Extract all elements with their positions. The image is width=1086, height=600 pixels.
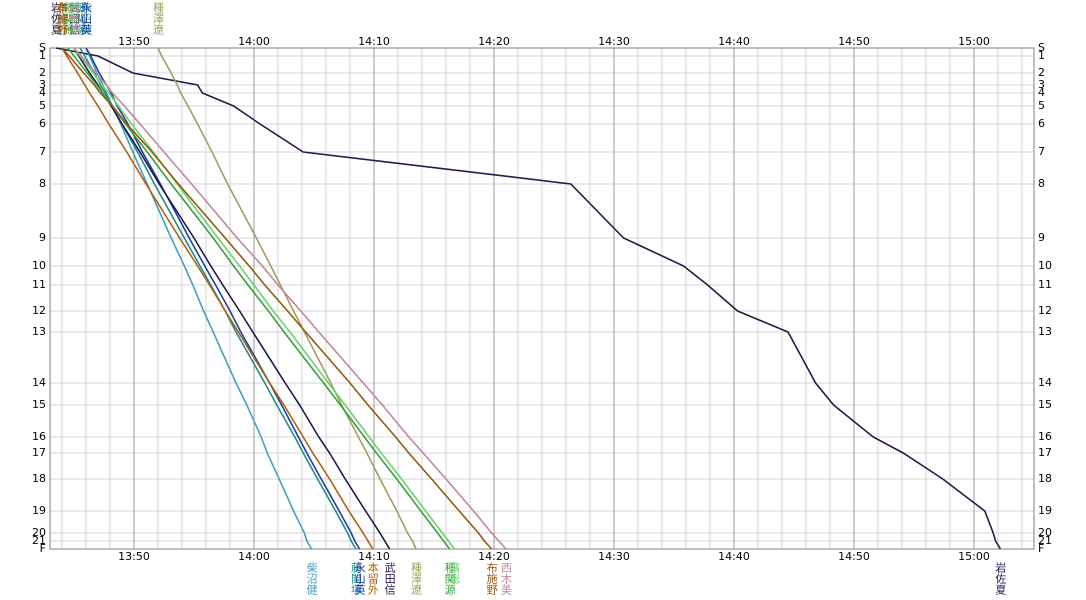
y-tick-label: 6 bbox=[39, 117, 46, 130]
start-name: 種関源 bbox=[62, 1, 75, 36]
x-tick-label-top: 14:40 bbox=[718, 35, 750, 48]
y-tick-label-right: 10 bbox=[1038, 259, 1052, 272]
start-name: 種澤遼 bbox=[152, 1, 165, 35]
y-tick-label-right: 9 bbox=[1038, 231, 1045, 244]
x-tick-label-top: 14:10 bbox=[358, 35, 390, 48]
y-tick-label-right: 19 bbox=[1038, 504, 1052, 517]
x-tick-label: 14:10 bbox=[358, 550, 390, 563]
y-tick-label: 21 bbox=[32, 534, 46, 547]
y-tick-label-right: 3 bbox=[1038, 78, 1045, 91]
finish-name: 柴沼健 bbox=[305, 561, 318, 595]
y-tick-label-right: 11 bbox=[1038, 278, 1052, 291]
y-tick-label: F bbox=[40, 542, 46, 555]
y-tick-label: S bbox=[39, 41, 46, 54]
x-tick-label-top: 15:00 bbox=[958, 35, 990, 48]
y-tick-label: 14 bbox=[32, 376, 46, 389]
finish-name: 種関源 bbox=[443, 561, 456, 596]
runner-line bbox=[79, 47, 357, 550]
finish-name: 布施野 bbox=[485, 562, 498, 595]
start-name: 柴沼健 bbox=[80, 1, 93, 35]
y-tick-label: 10 bbox=[32, 259, 46, 272]
runner-line bbox=[67, 47, 451, 550]
start-name: 岩佐夏 bbox=[50, 1, 63, 35]
y-tick-label-right: 8 bbox=[1038, 177, 1045, 190]
x-tick-label-top: 14:50 bbox=[838, 35, 870, 48]
start-name: 武田信 bbox=[68, 2, 81, 36]
start-name: 濱聡 bbox=[68, 1, 81, 24]
start-name: 永山英 bbox=[80, 1, 93, 36]
x-tick-label: 14:00 bbox=[238, 550, 270, 563]
y-tick-label-right: 4 bbox=[1038, 86, 1045, 99]
y-tick-label: 11 bbox=[32, 278, 46, 291]
y-tick-label-right: 17 bbox=[1038, 446, 1052, 459]
y-tick-label-right: F bbox=[1038, 542, 1044, 555]
y-tick-label: 19 bbox=[32, 504, 46, 517]
x-tick-label-top: 14:30 bbox=[598, 35, 630, 48]
start-name: 西木美 bbox=[68, 2, 81, 35]
runner-line bbox=[55, 47, 1002, 550]
y-tick-label-right: 2 bbox=[1038, 66, 1045, 79]
y-tick-label: 13 bbox=[32, 325, 46, 338]
y-tick-label-right: 5 bbox=[1038, 99, 1045, 112]
y-tick-label: 15 bbox=[32, 398, 46, 411]
y-tick-label-right: 12 bbox=[1038, 304, 1052, 317]
y-tick-label-right: 18 bbox=[1038, 472, 1052, 485]
x-tick-label: 14:50 bbox=[838, 550, 870, 563]
y-tick-label-right: S bbox=[1038, 41, 1045, 54]
y-tick-label-right: 1 bbox=[1038, 49, 1045, 62]
y-tick-label: 18 bbox=[32, 472, 46, 485]
y-tick-label-right: 21 bbox=[1038, 534, 1052, 547]
y-tick-label-right: 14 bbox=[1038, 376, 1052, 389]
x-tick-label-top: 14:20 bbox=[478, 35, 510, 48]
runner-line bbox=[73, 47, 507, 550]
finish-name: 藤関塚 bbox=[350, 562, 363, 595]
start-name: 藤関塚 bbox=[74, 2, 87, 35]
finish-name: 永山英 bbox=[353, 561, 366, 596]
y-tick-label: 20 bbox=[32, 526, 46, 539]
finish-name: 西木美 bbox=[500, 562, 513, 595]
finish-name: 種澤遼 bbox=[410, 561, 423, 595]
finish-name: 濱聡 bbox=[448, 561, 461, 584]
x-tick-label: 13:50 bbox=[118, 550, 150, 563]
x-tick-label-top: 13:50 bbox=[118, 35, 150, 48]
finish-name: 武田信 bbox=[383, 562, 396, 596]
runner-line bbox=[61, 47, 493, 550]
y-tick-label-right: 20 bbox=[1038, 526, 1052, 539]
y-tick-label: 2 bbox=[39, 66, 46, 79]
finish-name: 岩佐夏 bbox=[994, 561, 1007, 595]
y-tick-label: 5 bbox=[39, 99, 46, 112]
y-tick-label: 1 bbox=[39, 49, 46, 62]
y-tick-label-right: 6 bbox=[1038, 117, 1045, 130]
finish-name: 本留外 bbox=[366, 561, 379, 596]
y-tick-label: 3 bbox=[39, 78, 46, 91]
y-tick-label: 17 bbox=[32, 446, 46, 459]
y-tick-label-right: 15 bbox=[1038, 398, 1052, 411]
plot-frame bbox=[49, 47, 1035, 550]
y-tick-label: 4 bbox=[39, 86, 46, 99]
x-tick-label: 14:30 bbox=[598, 550, 630, 563]
y-tick-label: 8 bbox=[39, 177, 46, 190]
y-tick-label: 9 bbox=[39, 231, 46, 244]
runner-line bbox=[85, 47, 313, 550]
x-tick-label: 14:20 bbox=[478, 550, 510, 563]
x-tick-label: 15:00 bbox=[958, 550, 990, 563]
y-tick-label: 12 bbox=[32, 304, 46, 317]
runner-line bbox=[157, 47, 417, 550]
y-tick-label-right: 13 bbox=[1038, 325, 1052, 338]
y-tick-label: 7 bbox=[39, 145, 46, 158]
start-name: 本留外 bbox=[56, 1, 69, 36]
runner-line bbox=[73, 47, 391, 550]
start-name: 布施野 bbox=[56, 2, 69, 35]
runner-line bbox=[61, 47, 374, 550]
x-tick-label: 14:40 bbox=[718, 550, 750, 563]
runner-line bbox=[73, 47, 456, 550]
y-tick-label: 16 bbox=[32, 430, 46, 443]
x-tick-label-top: 14:00 bbox=[238, 35, 270, 48]
y-tick-label-right: 7 bbox=[1038, 145, 1045, 158]
y-tick-label-right: 16 bbox=[1038, 430, 1052, 443]
